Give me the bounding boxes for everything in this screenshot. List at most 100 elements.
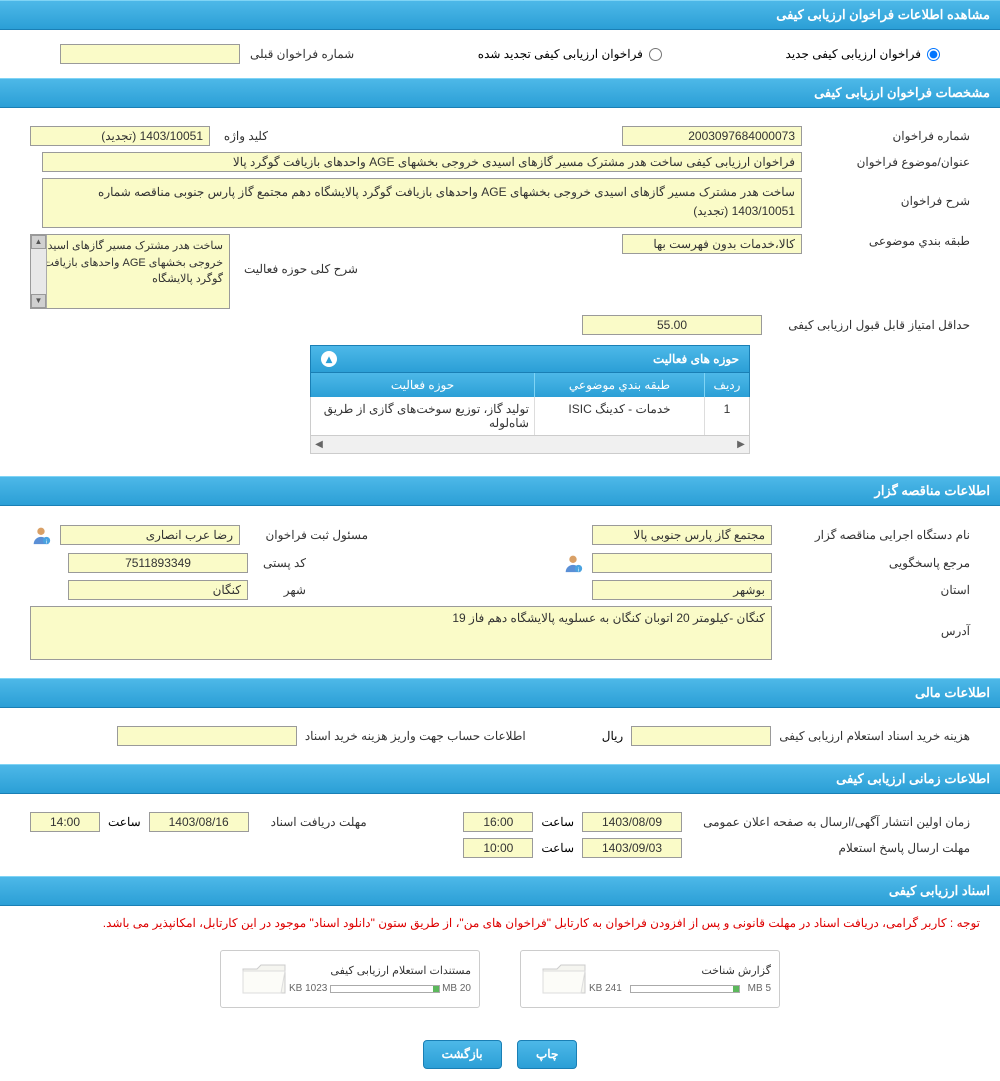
- doc-size-2: 1023 KB: [289, 983, 327, 994]
- title-label: عنوان/موضوع فراخوان: [810, 155, 970, 169]
- class-field: کالا،خدمات بدون فهرست بها: [622, 234, 802, 254]
- city-label: شهر: [256, 583, 306, 597]
- activity-desc-text: ساخت هدر مشترک مسیر گازهای اسیدی خروجی ب…: [39, 240, 223, 285]
- header-tenderer: اطلاعات مناقصه گزار: [0, 476, 1000, 506]
- time-label-2: ساعت: [108, 815, 141, 829]
- grid-hscroll[interactable]: ▶ ◀: [310, 436, 750, 454]
- address-label: آدرس: [780, 606, 970, 638]
- doc-box-2[interactable]: مستندات استعلام ارزیابی کیفی 20 MB 1023 …: [220, 950, 480, 1008]
- radio-renew-group: فراخوان ارزیابی کیفی تجدید شده: [478, 47, 662, 61]
- receive-label: مهلت دریافت اسناد: [257, 815, 367, 829]
- doc-cost-label: هزینه خرید اسناد استعلام ارزیابی کیفی: [779, 729, 970, 743]
- response-date-field: 1403/09/03: [582, 838, 682, 858]
- radio-new-group: فراخوان ارزیابی کیفی جدید: [786, 47, 940, 61]
- table-row: 1 خدمات - کدینگ ISIC تولید گاز، توزیع سو…: [310, 397, 750, 436]
- activity-desc-field: ساخت هدر مشترک مسیر گازهای اسیدی خروجی ب…: [30, 234, 230, 309]
- cell-act: تولید گاز، توزیع سوخت‌های گازی از طریق ش…: [311, 397, 534, 435]
- prev-number-label: شماره فراخوان قبلی: [250, 47, 354, 61]
- publish-time-field: 16:00: [463, 812, 533, 832]
- grid-col-cat: طبقه بندي موضوعي: [534, 373, 704, 397]
- title-field: فراخوان ارزیابی کیفی ساخت هدر مشترک مسیر…: [42, 152, 802, 172]
- header-main: مشاهده اطلاعات فراخوان ارزیابی کیفی: [0, 0, 1000, 30]
- radio-new-label: فراخوان ارزیابی کیفی جدید: [786, 47, 921, 61]
- prev-number-field: [60, 44, 240, 64]
- min-score-field: 55.00: [582, 315, 762, 335]
- publish-date-field: 1403/08/09: [582, 812, 682, 832]
- scroll-down-icon[interactable]: ▼: [31, 294, 46, 308]
- registrar-field: رضا عرب انصاری: [60, 525, 240, 545]
- folder-icon-2: [239, 959, 289, 999]
- doc-cost-field: [631, 726, 771, 746]
- org-field: مجتمع گاز پارس جنوبی پالا: [592, 525, 772, 545]
- header-financial: اطلاعات مالی: [0, 678, 1000, 708]
- grid-collapse-icon[interactable]: ▴: [321, 351, 337, 367]
- radio-renew[interactable]: [649, 48, 662, 61]
- activity-grid: حوزه های فعالیت ▴ ردیف طبقه بندي موضوعي …: [310, 345, 750, 454]
- province-label: استان: [780, 583, 970, 597]
- province-field: بوشهر: [592, 580, 772, 600]
- responder-label: مرجع پاسخگویی: [780, 556, 970, 570]
- list-scrollbar[interactable]: ▲ ▼: [31, 235, 47, 308]
- postal-label: کد پستی: [256, 556, 306, 570]
- doc-box-1[interactable]: گزارش شناخت 5 MB 241 KB: [520, 950, 780, 1008]
- folder-icon: [539, 959, 589, 999]
- time-label-3: ساعت: [541, 841, 574, 855]
- currency-label: ریال: [602, 729, 624, 743]
- button-row: چاپ بازگشت: [0, 1028, 1000, 1081]
- publish-label: زمان اولین انتشار آگهی/ارسال به صفحه اعل…: [690, 815, 970, 829]
- grid-header: حوزه های فعالیت ▴: [310, 345, 750, 373]
- time-label-1: ساعت: [541, 815, 574, 829]
- top-options-row: فراخوان ارزیابی کیفی جدید فراخوان ارزیاب…: [0, 30, 1000, 78]
- grid-col-act: حوزه فعالیت: [311, 373, 534, 397]
- docs-row: گزارش شناخت 5 MB 241 KB مستندات استعلام …: [0, 940, 1000, 1028]
- postal-field: 7511893349: [68, 553, 248, 573]
- header-documents: اسناد ارزیابی کیفی: [0, 876, 1000, 906]
- doc-size-1: 241 KB: [589, 983, 622, 994]
- timeline-section: زمان اولین انتشار آگهی/ارسال به صفحه اعل…: [0, 794, 1000, 876]
- svg-text:i: i: [578, 567, 579, 573]
- keyword-label: کلید واژه: [218, 129, 268, 143]
- keyword-field: 1403/10051 (تجدید): [30, 126, 210, 146]
- activity-desc-label: شرح کلی حوزه فعالیت: [238, 234, 358, 276]
- scroll-up-icon[interactable]: ▲: [31, 235, 46, 249]
- header-spec: مشخصات فراخوان ارزیابی کیفی: [0, 78, 1000, 108]
- min-score-label: حداقل امتیاز قابل قبول ارزیابی کیفی: [770, 318, 970, 332]
- radio-new[interactable]: [927, 48, 940, 61]
- user-icon-2: i: [562, 552, 584, 574]
- grid-column-row: ردیف طبقه بندي موضوعي حوزه فعالیت: [310, 373, 750, 397]
- grid-col-idx: ردیف: [704, 373, 749, 397]
- tenderer-section: نام دستگاه اجرایی مناقصه گزار مجتمع گاز …: [0, 506, 1000, 678]
- response-time-field: 10:00: [463, 838, 533, 858]
- scroll-left-icon[interactable]: ◀: [311, 439, 327, 450]
- desc-label: شرح فراخوان: [810, 178, 970, 208]
- account-label: اطلاعات حساب جهت واریز هزینه خرید اسناد: [305, 729, 526, 743]
- cell-idx: 1: [704, 397, 749, 435]
- doc-title-1: گزارش شناخت: [589, 964, 771, 977]
- print-button[interactable]: چاپ: [517, 1040, 577, 1069]
- desc-field: ساخت هدر مشترک مسیر گازهای اسیدی خروجی ب…: [42, 178, 802, 228]
- account-field: [117, 726, 297, 746]
- doc-cap-1: 5 MB: [748, 983, 771, 994]
- prev-number-group: شماره فراخوان قبلی: [60, 44, 354, 64]
- user-icon: i: [30, 524, 52, 546]
- back-button[interactable]: بازگشت: [423, 1040, 502, 1069]
- class-label: طبقه بندي موضوعی: [810, 234, 970, 248]
- org-label: نام دستگاه اجرایی مناقصه گزار: [780, 528, 970, 542]
- grid-title: حوزه های فعالیت: [653, 352, 739, 366]
- call-number-field: 2003097684000073: [622, 126, 802, 146]
- call-number-label: شماره فراخوان: [810, 129, 970, 143]
- doc-bar-2: [330, 985, 440, 993]
- city-field: کنگان: [68, 580, 248, 600]
- doc-bar-1: [630, 985, 740, 993]
- scroll-right-icon[interactable]: ▶: [733, 439, 749, 450]
- receive-time-field: 14:00: [30, 812, 100, 832]
- responder-field: [592, 553, 772, 573]
- doc-cap-2: 20 MB: [442, 983, 471, 994]
- spec-section: شماره فراخوان 2003097684000073 کلید واژه…: [0, 108, 1000, 476]
- radio-renew-label: فراخوان ارزیابی کیفی تجدید شده: [478, 47, 643, 61]
- address-field: کنگان -کیلومتر 20 اتوبان کنگان به عسلویه…: [30, 606, 772, 660]
- doc-title-2: مستندات استعلام ارزیابی کیفی: [289, 964, 471, 977]
- receive-date-field: 1403/08/16: [149, 812, 249, 832]
- response-label: مهلت ارسال پاسخ استعلام: [690, 841, 970, 855]
- notice-text: توجه : کاربر گرامی، دریافت اسناد در مهلت…: [0, 906, 1000, 940]
